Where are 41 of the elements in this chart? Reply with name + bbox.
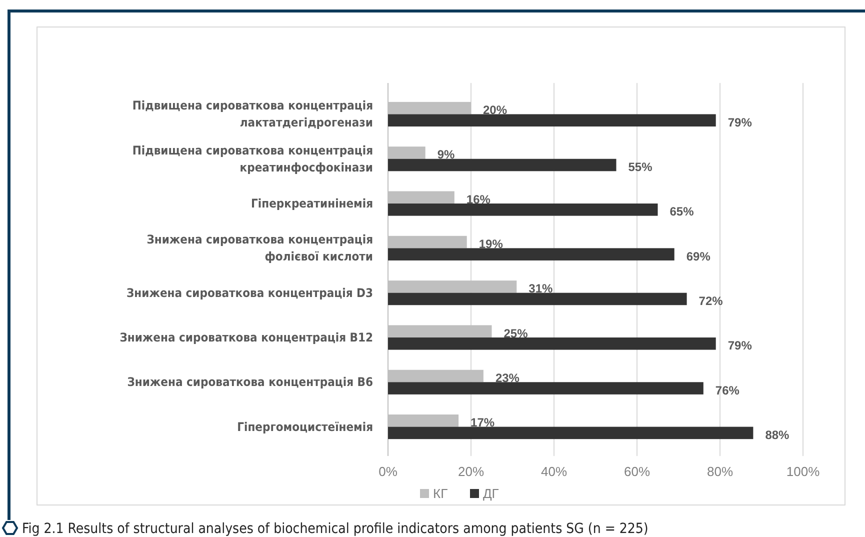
x-tick-label: 0% <box>378 464 398 479</box>
x-tick-label: 20% <box>458 464 484 479</box>
bar <box>388 248 674 260</box>
x-tick-label: 40% <box>540 464 568 479</box>
data-label: 69% <box>686 249 711 264</box>
data-label: 23% <box>495 370 520 385</box>
data-label: 65% <box>670 204 694 219</box>
y-tick-label: Підвищена сироваткова концентрація лактатдегідрогенази <box>132 98 374 130</box>
x-tick-label: 60% <box>624 464 650 479</box>
y-tick-label: Знижена сироваткова концентрація B6 <box>127 375 373 390</box>
y-tick-label: Знижена сироваткова концентрація фолієвої кислоти <box>146 232 374 264</box>
bar <box>388 426 754 440</box>
y-tick-label: Знижена сироваткова концентрація B12 <box>120 330 373 344</box>
y-tick-label: Знижена сироваткова концентрація D3 <box>126 286 373 300</box>
y-tick-label: Гіпергомоцистеїнемія <box>237 420 374 434</box>
legend-label: ДГ <box>483 486 499 501</box>
bar <box>388 382 704 394</box>
x-tick-label: 100% <box>786 464 820 479</box>
data-label: 20% <box>483 103 508 118</box>
data-label: 76% <box>715 383 740 398</box>
y-tick-label: Гіперкреатинінемія <box>251 196 374 211</box>
legend-label: КГ <box>433 486 448 501</box>
data-label: 19% <box>478 237 504 252</box>
data-label: 79% <box>728 115 752 130</box>
data-label: 17% <box>470 416 495 430</box>
data-label: 25% <box>504 326 528 340</box>
bar <box>388 158 616 172</box>
bar <box>388 292 687 306</box>
data-label: 88% <box>765 428 790 442</box>
data-label: 9% <box>437 148 456 162</box>
bar <box>388 204 658 216</box>
bar <box>388 114 716 126</box>
x-tick-label: 80% <box>706 464 734 479</box>
data-label: 72% <box>698 294 724 308</box>
data-label: 55% <box>628 160 653 174</box>
data-label: 79% <box>728 338 752 353</box>
bar <box>388 337 716 350</box>
y-tick-label: Підвищена сироваткова концентрація креатинфосфокінази <box>132 143 374 174</box>
caption: Fig 2.1 Results of structural analyses of biochemical profile indicators among patients SG (n = 225) <box>22 521 648 537</box>
data-label: 31% <box>528 282 553 296</box>
data-label: 16% <box>466 192 491 206</box>
